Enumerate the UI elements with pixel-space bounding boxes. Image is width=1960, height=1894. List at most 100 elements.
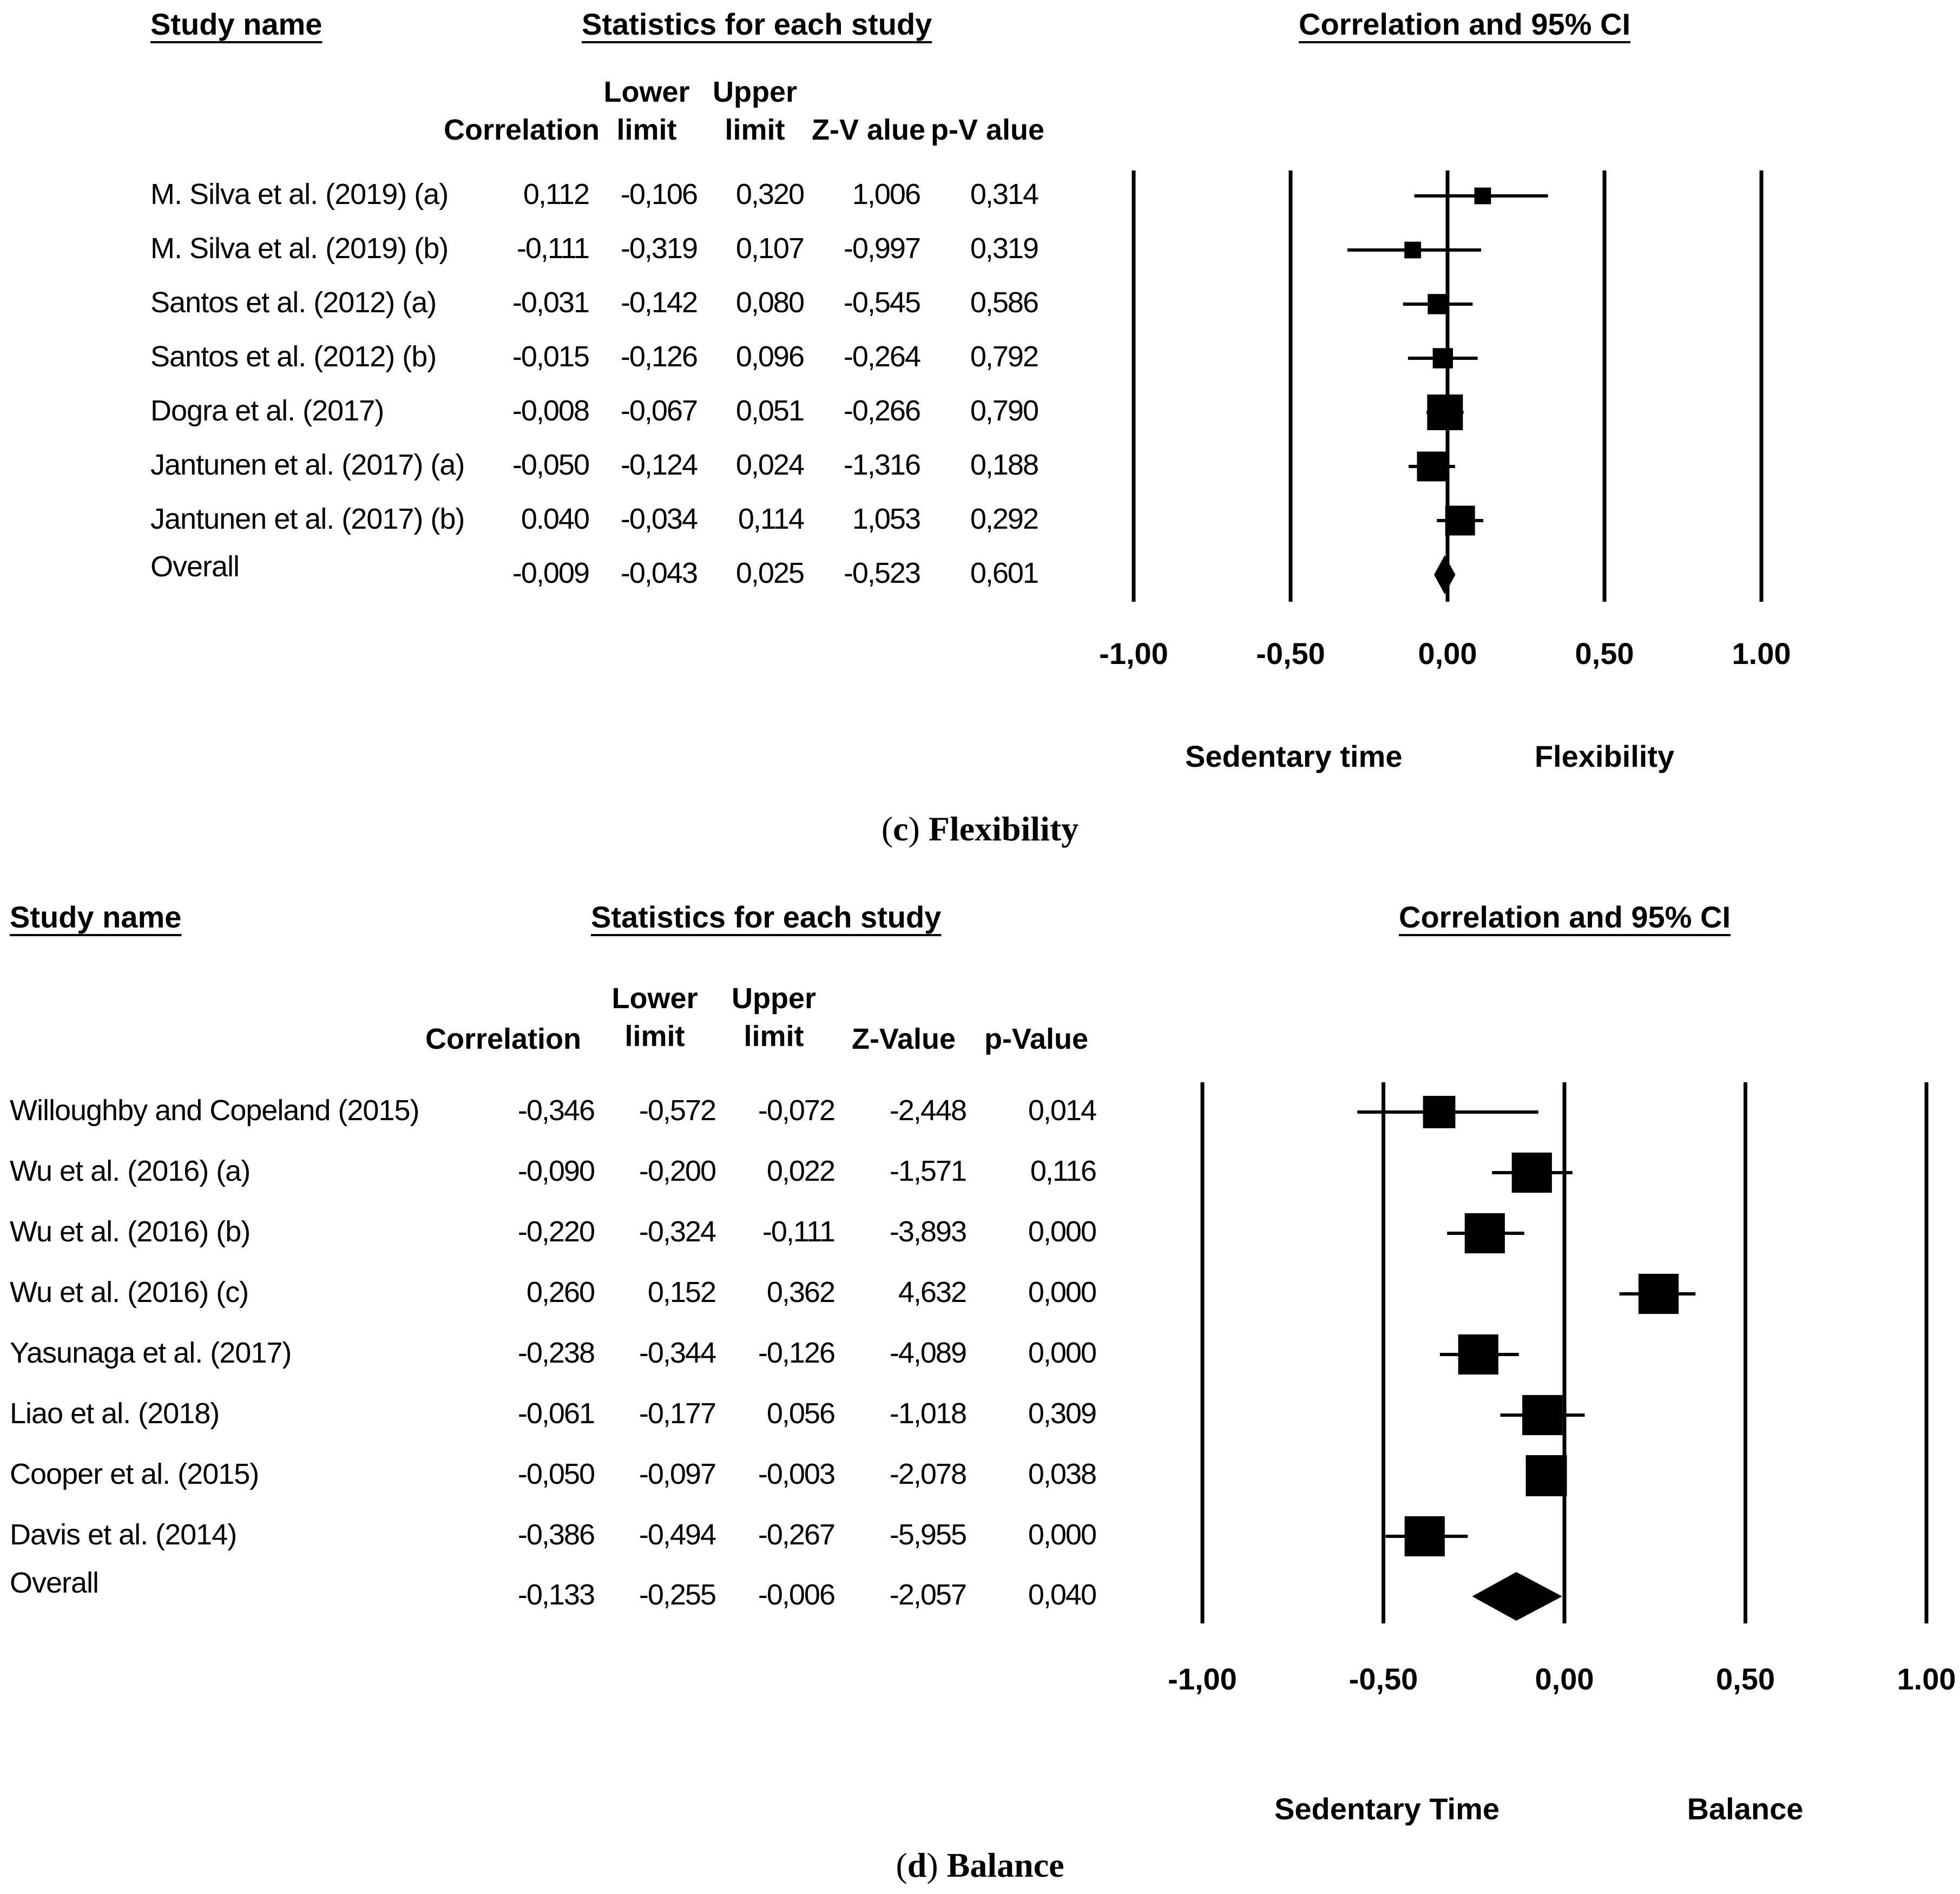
cell-correlation: -0,050 xyxy=(512,449,590,481)
header-study-name: Study name xyxy=(10,900,182,934)
cell-p: 0,790 xyxy=(970,394,1039,427)
cell-upper: 0,320 xyxy=(735,178,805,211)
cell-upper: -0,006 xyxy=(758,1579,836,1611)
effect-box xyxy=(1427,394,1463,430)
cell-correlation: -0,031 xyxy=(512,286,590,319)
x-tick-label: 1.00 xyxy=(1897,1662,1956,1696)
cell-upper: 0,107 xyxy=(735,232,805,265)
x-tick-label: 0,00 xyxy=(1535,1662,1594,1696)
cell-z: -0,264 xyxy=(843,340,921,373)
cell-upper: 0,051 xyxy=(735,394,805,427)
cell-z: -3,893 xyxy=(889,1215,967,1248)
study-name: Jantunen et al. (2017) (a) xyxy=(150,449,465,481)
cell-correlation: 0,112 xyxy=(523,178,590,211)
overall-label: Overall xyxy=(10,1567,99,1599)
cell-z: -1,571 xyxy=(889,1155,967,1187)
cell-lower: -0,255 xyxy=(639,1579,716,1611)
study-name: M. Silva et al. (2019) (a) xyxy=(150,178,449,211)
col-lower-limit: Lower limit xyxy=(595,73,698,149)
cell-upper: 0,025 xyxy=(735,557,805,589)
cell-z: -0,545 xyxy=(843,286,921,319)
cell-correlation: -0,220 xyxy=(517,1215,595,1248)
col-p-value: p-V alue xyxy=(931,114,1045,146)
cell-upper: 0,056 xyxy=(766,1397,836,1430)
cell-z: -2,448 xyxy=(889,1094,967,1127)
direction-label-right: Flexibility xyxy=(1534,739,1675,773)
study-name: Dogra et al. (2017) xyxy=(150,394,384,427)
effect-box xyxy=(1417,451,1447,482)
cell-p: 0,038 xyxy=(1028,1458,1097,1490)
col-p-value: p-Value xyxy=(984,1023,1089,1055)
cell-z: 1,053 xyxy=(852,503,921,535)
x-tick-label: -1,00 xyxy=(1099,636,1168,670)
x-tick-label: 1.00 xyxy=(1732,636,1791,670)
col-upper-line-2: limit xyxy=(725,114,785,146)
cell-correlation: -0,133 xyxy=(517,1579,595,1611)
cell-upper: 0,024 xyxy=(735,449,805,481)
forest-panel-flexibility: Study name Statistics for each study Cor… xyxy=(0,0,1960,887)
x-tick-label: -0,50 xyxy=(1349,1662,1418,1696)
col-lower-line-2: limit xyxy=(624,1020,685,1053)
effect-box xyxy=(1522,1395,1563,1436)
cell-upper: -0,072 xyxy=(758,1094,836,1127)
cell-p: 0,000 xyxy=(1028,1215,1097,1248)
effect-box xyxy=(1511,1152,1552,1193)
cell-upper: -0,126 xyxy=(758,1337,836,1369)
cell-z: -0,997 xyxy=(843,232,921,265)
cell-correlation: -0,111 xyxy=(516,232,590,265)
study-name: Willoughby and Copeland (2015) xyxy=(10,1094,420,1127)
effect-box xyxy=(1638,1273,1679,1314)
x-tick-label: -1,00 xyxy=(1168,1662,1237,1696)
panel-caption: (d) Balance xyxy=(896,1846,1064,1884)
cell-z: 4,632 xyxy=(898,1276,967,1308)
cell-upper: 0,096 xyxy=(735,340,805,373)
cell-p: 0,188 xyxy=(970,449,1039,481)
effect-box xyxy=(1464,1213,1505,1254)
study-name: Wu et al. (2016) (c) xyxy=(10,1276,249,1308)
cell-correlation: -0,238 xyxy=(517,1337,595,1369)
cell-lower: -0,494 xyxy=(639,1518,716,1551)
study-name: Davis et al. (2014) xyxy=(10,1518,237,1551)
cell-p: 0,116 xyxy=(1030,1155,1097,1187)
panel-label: d xyxy=(907,1846,927,1884)
cell-lower: -0,067 xyxy=(620,394,698,427)
study-name: Jantunen et al. (2017) (b) xyxy=(150,503,465,535)
cell-p: 0,792 xyxy=(970,340,1039,373)
cell-correlation: 0.040 xyxy=(521,503,590,535)
direction-label-left: Sedentary time xyxy=(1185,739,1403,773)
overall-diamond xyxy=(1434,555,1456,594)
effect-box xyxy=(1432,348,1453,369)
cell-lower: -0,572 xyxy=(639,1094,716,1127)
cell-upper: 0,022 xyxy=(766,1155,836,1187)
forest-plot-svg xyxy=(1200,1082,1929,1623)
effect-box xyxy=(1404,1516,1445,1557)
overall-diamond xyxy=(1472,1572,1562,1621)
cell-lower: -0,124 xyxy=(620,449,698,481)
cell-p: 0,292 xyxy=(970,503,1039,535)
cell-z: -4,089 xyxy=(889,1337,967,1369)
cell-upper: 0,114 xyxy=(738,503,805,535)
cell-correlation: -0,061 xyxy=(517,1397,595,1430)
cell-z: -0,523 xyxy=(843,557,921,589)
cell-correlation: 0,260 xyxy=(526,1276,595,1308)
effect-box xyxy=(1423,1096,1456,1128)
cell-correlation: -0,015 xyxy=(512,340,590,373)
cell-z: -2,078 xyxy=(889,1458,967,1490)
cell-correlation: -0,008 xyxy=(512,394,590,427)
x-tick-label: -0,50 xyxy=(1256,636,1325,670)
cell-p: 0,319 xyxy=(970,232,1039,265)
header-statistics: Statistics for each study xyxy=(591,900,942,934)
col-upper-limit: Upper limit xyxy=(720,979,828,1055)
cell-lower: -0,324 xyxy=(639,1215,716,1248)
study-name: Santos et al. (2012) (a) xyxy=(150,286,437,319)
study-name: Cooper et al. (2015) xyxy=(10,1458,259,1490)
cell-upper: 0,362 xyxy=(766,1276,836,1308)
header-study-name: Study name xyxy=(150,7,323,41)
cell-p: 0,586 xyxy=(970,286,1039,319)
cell-upper: -0,111 xyxy=(762,1215,836,1248)
effect-box xyxy=(1474,187,1491,205)
col-correlation: Correlation xyxy=(444,114,600,146)
study-name: Santos et al. (2012) (b) xyxy=(150,340,437,373)
col-lower-line-2: limit xyxy=(616,114,677,146)
cell-z: -2,057 xyxy=(889,1579,967,1611)
